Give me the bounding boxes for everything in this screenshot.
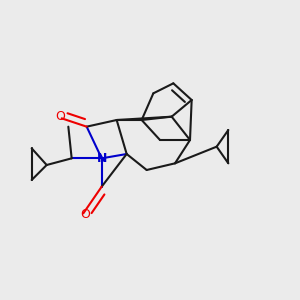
- Text: O: O: [80, 208, 90, 221]
- Text: N: N: [97, 152, 107, 165]
- Text: O: O: [55, 110, 65, 123]
